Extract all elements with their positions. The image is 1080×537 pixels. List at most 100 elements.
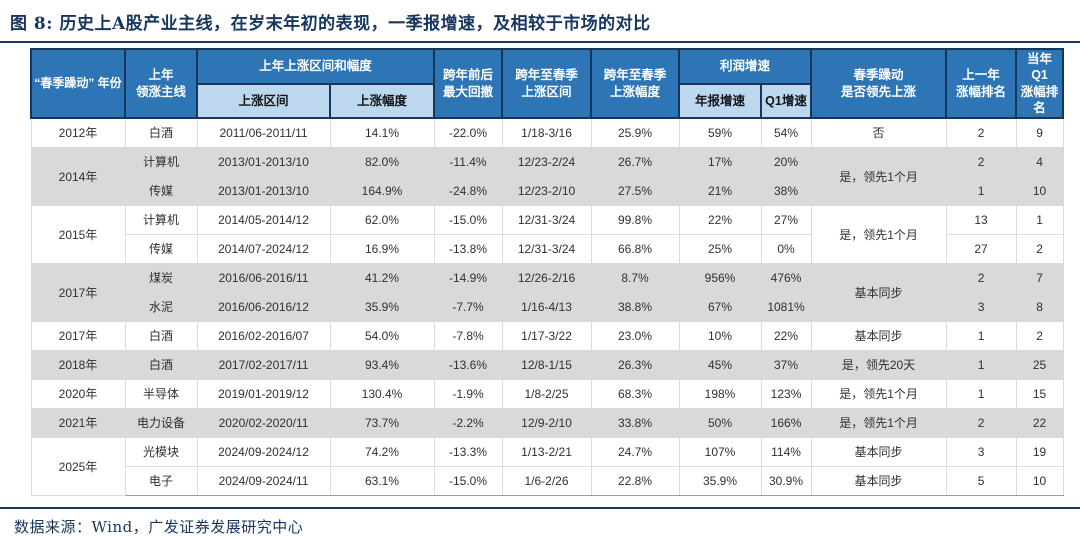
- cell-rise-range: 2020/02-2020/11: [196, 407, 331, 438]
- header-rise-pct: 上涨幅度: [328, 82, 436, 119]
- cell-spring-range: 12/31-3/24: [501, 233, 592, 264]
- figure-title: 图 8: 历史上A股产业主线，在岁末年初的表现，一季报增速，及相较于市场的对比: [10, 14, 651, 34]
- cell-rise-pct: 164.9%: [329, 175, 435, 206]
- cell-spring-pct: 26.7%: [590, 146, 680, 177]
- cell-q1-rank: 8: [1015, 291, 1064, 322]
- cell-prev-year-rank: 2: [945, 262, 1017, 293]
- cell-main-line: 白酒: [124, 320, 198, 351]
- cell-drawdown: -11.4%: [433, 146, 503, 177]
- cell-q1-rank: 10: [1015, 465, 1064, 496]
- cell-main-line: 白酒: [124, 117, 198, 148]
- cell-rise-range: 2024/09-2024/12: [196, 436, 331, 467]
- cell-annual-growth: 198%: [678, 378, 762, 409]
- cell-q1-growth: 123%: [760, 378, 812, 409]
- cell-drawdown: -13.3%: [433, 436, 503, 467]
- cell-main-line: 半导体: [124, 378, 198, 409]
- table-row: 传媒 2013/01-2013/10 164.9% -24.8% 12/23-2/10 2…: [31, 175, 1064, 206]
- cell-q1-growth: 20%: [760, 146, 812, 177]
- cell-spring-range: 1/6-2/26: [501, 465, 592, 496]
- table-body: 2012年 白酒 2011/06-2011/11 14.1% -22.0% 1/18-3/…: [30, 117, 1064, 496]
- cell-prev-year-rank: 5: [945, 465, 1017, 496]
- header-rise-range: 上涨区间: [196, 82, 331, 119]
- cell-spring-range: 1/16-4/13: [501, 291, 592, 322]
- header-spring-pct: 跨年至春季 上涨幅度: [590, 48, 681, 119]
- cell-annual-growth: 25%: [678, 233, 762, 264]
- cell-drawdown: -7.8%: [433, 320, 503, 351]
- cell-rise-range: 2016/02-2016/07: [196, 320, 331, 351]
- cell-spring-pct: 66.8%: [590, 233, 680, 264]
- cell-q1-rank: 25: [1015, 349, 1064, 380]
- cell-lead-status: 基本同步: [810, 436, 947, 467]
- cell-main-line: 传媒: [124, 233, 198, 264]
- cell-prev-year-rank: 27: [945, 233, 1017, 264]
- cell-drawdown: -2.2%: [433, 407, 503, 438]
- cell-year: 2018年: [30, 349, 126, 380]
- cell-year: 2020年: [30, 378, 126, 409]
- cell-q1-rank: 19: [1015, 436, 1064, 467]
- cell-rise-pct: 14.1%: [329, 117, 435, 148]
- footer-divider: [0, 506, 1080, 509]
- cell-q1-rank: 10: [1015, 175, 1064, 206]
- cell-main-line: 白酒: [124, 349, 198, 380]
- cell-q1-growth: 30.9%: [760, 465, 812, 496]
- cell-rise-pct: 41.2%: [329, 262, 435, 293]
- cell-q1-growth: 476%: [760, 262, 812, 293]
- table-row: 2015年 计算机 2014/05-2014/12 62.0% -15.0% 12/31-…: [30, 204, 1064, 264]
- cell-spring-range: 12/31-3/24: [501, 204, 592, 235]
- table-row: 2020年 半导体 2019/01-2019/12 130.4% -1.9% 1/8-2/…: [30, 378, 1064, 409]
- cell-rise-pct: 62.0%: [329, 204, 435, 235]
- cell-annual-growth: 21%: [678, 175, 762, 206]
- cell-rise-pct: 73.7%: [329, 407, 435, 438]
- cell-main-line: 计算机: [124, 146, 198, 177]
- cell-prev-year-rank: 2: [945, 146, 1017, 177]
- cell-spring-range: 12/23-2/10: [501, 175, 592, 206]
- cell-annual-growth: 59%: [678, 117, 762, 148]
- cell-year: 2021年: [30, 407, 126, 438]
- cell-rise-range: 2013/01-2013/10: [196, 175, 331, 206]
- cell-q1-rank: 1: [1015, 204, 1064, 235]
- data-table: “春季躁动” 年份 上年 领涨主线 上年上涨区间和幅度 跨年前后 最大回撤 跨年…: [30, 48, 1065, 496]
- cell-annual-growth: 50%: [678, 407, 762, 438]
- cell-q1-rank: 2: [1015, 320, 1064, 351]
- cell-q1-rank: 22: [1015, 407, 1064, 438]
- header-annual-growth: 年报增速: [678, 82, 763, 119]
- cell-q1-rank: 15: [1015, 378, 1064, 409]
- cell-year: 2025年: [30, 436, 126, 496]
- cell-prev-year-rank: 13: [945, 204, 1017, 235]
- header-lead-status: 春季躁动 是否领先上涨: [810, 48, 948, 119]
- cell-prev-year-rank: 3: [945, 436, 1017, 467]
- cell-rise-range: 2024/09-2024/11: [196, 465, 331, 496]
- header-q1-rank: 当年Q1 涨幅排名: [1015, 48, 1065, 119]
- cell-rise-pct: 16.9%: [329, 233, 435, 264]
- header-main-line: 上年 领涨主线: [124, 48, 198, 119]
- cell-prev-year-rank: 1: [945, 320, 1017, 351]
- cell-spring-range: 1/13-2/21: [501, 436, 592, 467]
- table-row: 2018年 白酒 2017/02-2017/11 93.4% -13.6% 12/8-1/…: [30, 349, 1064, 380]
- cell-rise-pct: 93.4%: [329, 349, 435, 380]
- cell-spring-pct: 24.7%: [590, 436, 680, 467]
- cell-spring-pct: 27.5%: [590, 175, 680, 206]
- cell-spring-pct: 25.9%: [590, 117, 680, 148]
- cell-drawdown: -22.0%: [433, 117, 503, 148]
- cell-spring-pct: 33.8%: [590, 407, 680, 438]
- cell-q1-growth: 38%: [760, 175, 812, 206]
- header-prev-year-rank: 上一年 涨幅排名: [945, 48, 1018, 119]
- cell-rise-pct: 130.4%: [329, 378, 435, 409]
- cell-q1-rank: 2: [1015, 233, 1064, 264]
- cell-drawdown: -15.0%: [433, 204, 503, 235]
- table-row: 2021年 电力设备 2020/02-2020/11 73.7% -2.2% 12/9-2…: [30, 407, 1064, 438]
- cell-prev-year-rank: 1: [945, 349, 1017, 380]
- cell-spring-pct: 99.8%: [590, 204, 680, 235]
- table-header: “春季躁动” 年份 上年 领涨主线 上年上涨区间和幅度 跨年前后 最大回撤 跨年…: [30, 48, 1065, 119]
- cell-rise-pct: 82.0%: [329, 146, 435, 177]
- cell-spring-pct: 22.8%: [590, 465, 680, 496]
- table-row: 电子 2024/09-2024/11 63.1% -15.0% 1/6-2/26 22.8…: [31, 465, 1064, 496]
- cell-prev-year-rank: 1: [945, 175, 1017, 206]
- cell-spring-range: 1/17-3/22: [501, 320, 592, 351]
- cell-q1-growth: 0%: [760, 233, 812, 264]
- header-spring-range: 跨年至春季 上涨区间: [501, 48, 593, 119]
- cell-drawdown: -1.9%: [433, 378, 503, 409]
- cell-prev-year-rank: 3: [945, 291, 1017, 322]
- table-row: 2014年 计算机 2013/01-2013/10 82.0% -11.4% 12/23-…: [30, 146, 1064, 206]
- cell-year: 2014年: [30, 146, 126, 206]
